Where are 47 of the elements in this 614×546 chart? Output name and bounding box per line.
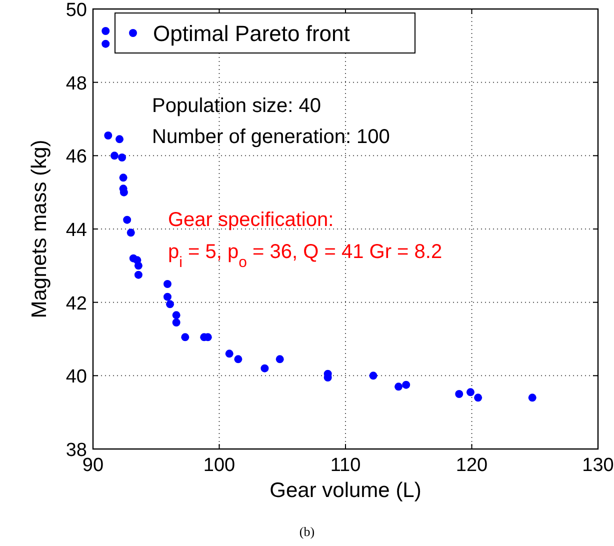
point [163,292,172,301]
point [102,27,110,35]
x-axis-title: Gear volume (L) [270,479,422,502]
point [119,174,128,182]
annotation: Gear specification: [168,209,334,231]
point [466,388,474,396]
legend-label: Optimal Pareto front [153,21,350,46]
annotation: p$_{i}$ = 5, p$_{o}$ = 36, Q = 41 Gr = 8.2 [168,241,442,270]
y-tick-label: 40 [66,366,87,388]
point [123,216,132,224]
point [260,364,269,372]
point [225,350,234,358]
point [118,154,126,162]
point [455,390,464,398]
text: (b) [299,524,315,539]
y-tick-label: 48 [66,73,87,94]
point [110,152,118,160]
x-tick-label: 120 [456,455,488,476]
point [126,228,135,237]
y-tick-label: 46 [66,146,87,168]
annotation: Population size: 40 [152,95,322,117]
y-axis-title: Magnets mass (kg) [28,140,51,318]
point [134,262,142,270]
x-tick-label: 100 [203,455,236,476]
x-tick-label: 90 [82,455,104,476]
y-tick-label: 42 [66,293,87,314]
annotation: Number of generation: 100 [152,126,390,148]
point [181,333,190,342]
x-tick-label: 130 [582,455,614,476]
y-tick-label: 44 [66,220,88,241]
point [234,355,242,364]
point [394,382,403,391]
y-tick-label: 50 [66,0,87,21]
point [474,394,482,402]
point [528,394,536,402]
point [166,300,174,308]
point [102,40,110,48]
point [116,135,124,144]
x-tick-label: 110 [330,455,361,476]
point [172,311,180,320]
point [402,380,410,389]
point [369,372,378,380]
point [134,270,142,279]
point [163,280,172,288]
point [276,355,284,364]
point [104,132,112,140]
point [172,318,180,326]
